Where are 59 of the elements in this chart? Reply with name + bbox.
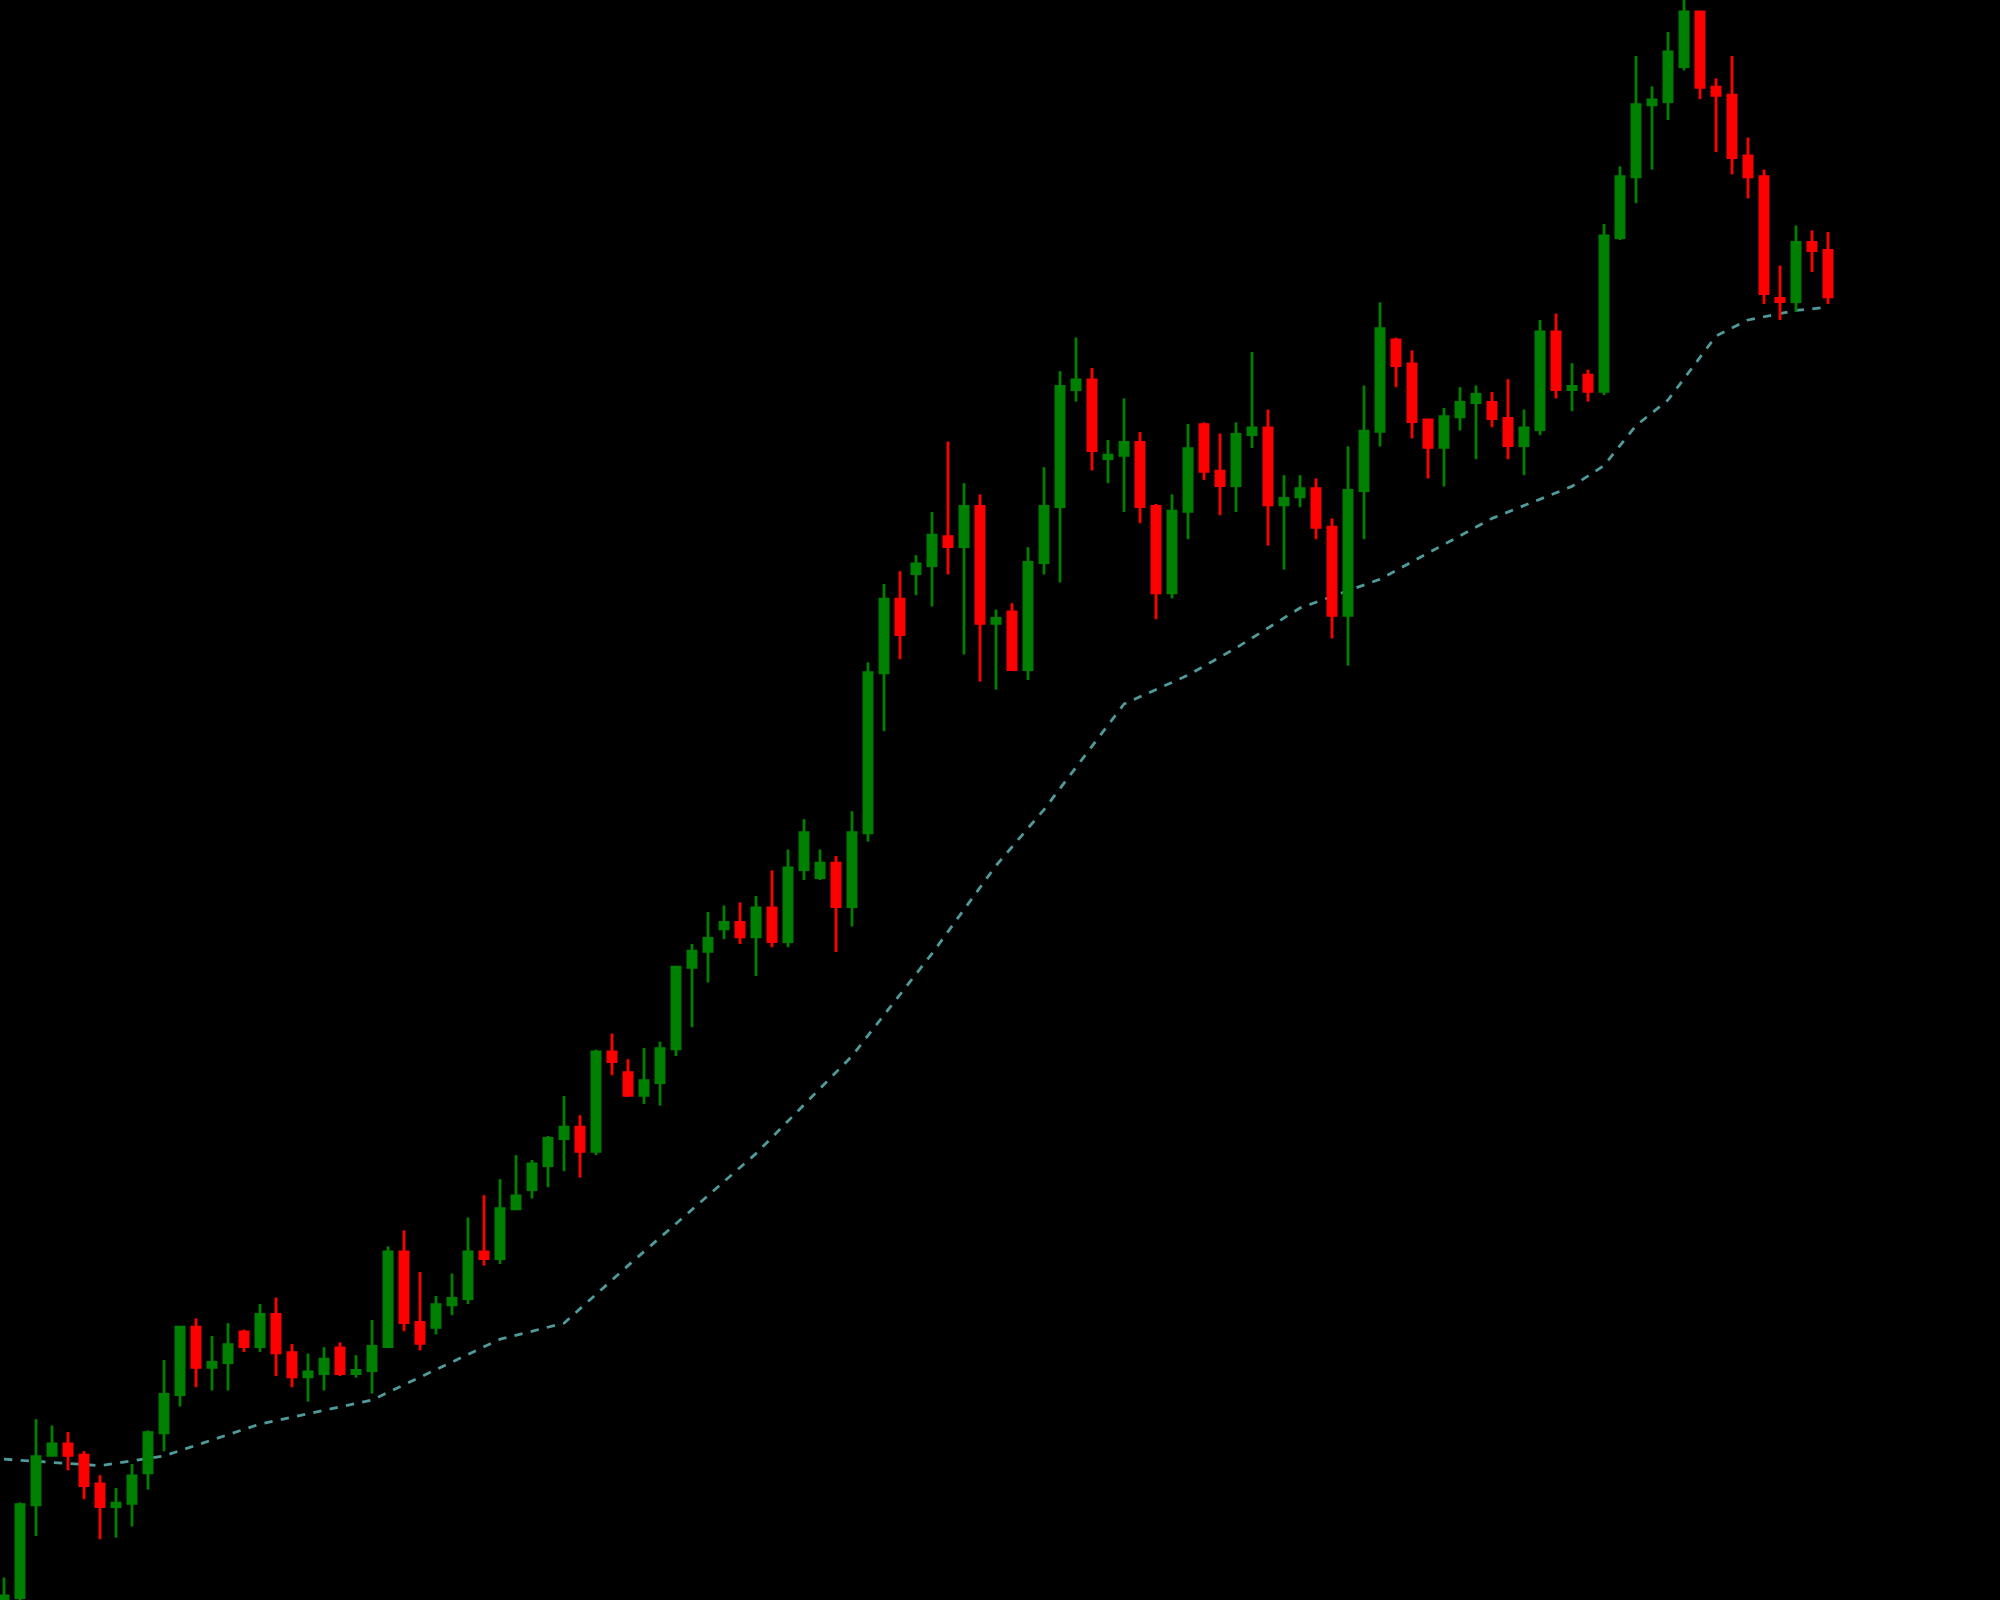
candlestick	[1118, 397, 1130, 514]
candlestick	[1438, 406, 1450, 488]
candlestick	[206, 1334, 218, 1392]
candlestick	[542, 1134, 554, 1189]
candlestick	[318, 1345, 330, 1392]
candlestick	[654, 1040, 666, 1107]
candlestick	[766, 869, 778, 949]
candlestick	[798, 817, 810, 882]
candlestick	[222, 1321, 234, 1392]
candlestick	[1294, 473, 1306, 509]
candlestick	[558, 1094, 570, 1173]
candlestick	[142, 1429, 154, 1491]
candlestick	[126, 1462, 138, 1528]
candlestick	[254, 1302, 266, 1354]
candlestick	[1422, 417, 1434, 480]
candlestick	[1710, 77, 1722, 154]
candlestick	[94, 1473, 106, 1541]
candlestick	[1502, 377, 1514, 461]
candlestick	[62, 1430, 74, 1472]
candlestick	[366, 1318, 378, 1395]
candlestick	[430, 1294, 442, 1336]
candlestick	[1102, 438, 1114, 485]
candlestick	[110, 1486, 122, 1539]
candlestick	[1774, 264, 1786, 322]
candlestick	[46, 1424, 58, 1458]
candlestick	[990, 608, 1002, 691]
candlestick	[638, 1046, 650, 1106]
candlestick	[1470, 384, 1482, 461]
candlestick	[702, 910, 714, 984]
candlestick	[414, 1270, 426, 1352]
candlestick	[526, 1158, 538, 1200]
candlestick	[238, 1328, 250, 1354]
candlestick	[894, 569, 906, 661]
candlestick	[1806, 229, 1818, 274]
candlestick	[830, 854, 842, 954]
candlestick	[1310, 477, 1322, 541]
candlestick	[734, 901, 746, 946]
candlestick	[1198, 421, 1210, 482]
candlestick	[286, 1342, 298, 1389]
candlestick	[462, 1216, 474, 1306]
candlestick	[1390, 336, 1402, 389]
candlestick	[190, 1317, 202, 1389]
candlestick	[158, 1358, 170, 1453]
candlestick	[334, 1341, 346, 1378]
candlestick	[686, 942, 698, 1029]
candlestick	[1214, 432, 1226, 517]
candlestick	[270, 1296, 282, 1378]
candlestick	[926, 510, 938, 608]
candlestick	[1582, 368, 1594, 403]
candlestick	[814, 848, 826, 882]
candlestick	[350, 1353, 362, 1379]
candlestick	[574, 1113, 586, 1179]
candlestick	[1486, 390, 1498, 429]
candlestick	[78, 1449, 90, 1501]
candlestick	[1566, 361, 1578, 413]
candlestick	[958, 481, 970, 656]
candlestick	[1454, 385, 1466, 432]
candlestick	[942, 440, 954, 576]
candlestick	[622, 1057, 634, 1098]
